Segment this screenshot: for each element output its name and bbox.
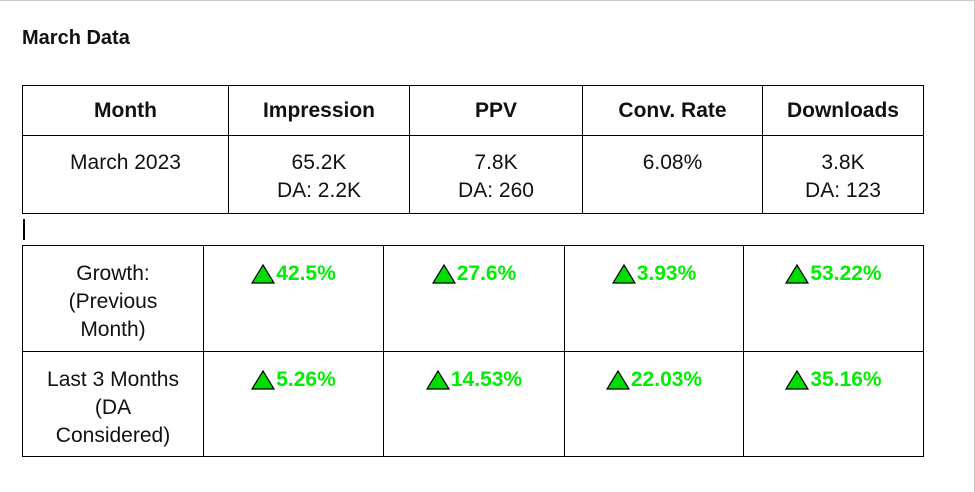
triangle-up-icon xyxy=(785,370,810,390)
growth-value: 35.16% xyxy=(810,368,882,391)
triangle-up-icon xyxy=(251,370,276,390)
cell-impression: 65.2K DA: 2.2K xyxy=(228,135,410,214)
last3-cell-ppv: 14.53% xyxy=(383,351,565,457)
triangle-up-icon xyxy=(425,370,450,390)
ppv-value: 7.8K xyxy=(474,151,518,174)
header-row: Month Impression PPV Conv. Rate Download… xyxy=(22,85,924,136)
header-conv-rate: Conv. Rate xyxy=(582,85,763,136)
label-line: Growth: xyxy=(76,262,150,285)
header-month: Month xyxy=(22,85,229,136)
label-line: Last 3 Months xyxy=(47,368,179,391)
growth-cell-impression: 42.5% xyxy=(203,245,384,352)
downloads-value: 3.8K xyxy=(821,151,865,174)
triangle-up-icon xyxy=(251,264,276,284)
triangle-up-icon xyxy=(605,370,630,390)
header-ppv: PPV xyxy=(409,85,583,136)
impression-da: DA: 2.2K xyxy=(276,179,362,202)
growth-value: 42.5% xyxy=(276,262,336,285)
triangle-up-icon xyxy=(785,264,810,284)
table-row: Last 3 Months (DA Considered) 5.26% 14.5… xyxy=(22,351,924,457)
downloads-da: DA: 123 xyxy=(805,179,881,202)
cell-downloads: 3.8K DA: 123 xyxy=(762,135,924,214)
label-line: (DA xyxy=(94,396,132,419)
label-line: Considered) xyxy=(55,424,171,447)
growth-table: Growth: (Previous Month) 42.5% 27.6% xyxy=(22,245,924,457)
march-data-table: Month Impression PPV Conv. Rate Download… xyxy=(22,85,924,214)
growth-cell-downloads: 53.22% xyxy=(743,245,924,352)
conv-rate-value: 6.08% xyxy=(642,151,703,174)
growth-value: 5.26% xyxy=(276,368,336,391)
table-row: Growth: (Previous Month) 42.5% 27.6% xyxy=(22,245,924,352)
label-line: (Previous xyxy=(68,290,158,313)
growth-value: 14.53% xyxy=(450,368,523,391)
impression-value: 65.2K xyxy=(291,151,347,174)
header-downloads: Downloads xyxy=(762,85,924,136)
growth-cell-ppv: 27.6% xyxy=(383,245,565,352)
triangle-up-icon xyxy=(611,264,636,284)
last3-label-cell: Last 3 Months (DA Considered) xyxy=(22,351,204,457)
text-cursor[interactable] xyxy=(23,219,25,240)
table-row: March 2023 65.2K DA: 2.2K 7.8K DA: 260 6… xyxy=(22,135,924,214)
header-impression: Impression xyxy=(228,85,410,136)
cell-conv-rate: 6.08% xyxy=(582,135,763,214)
growth-value: 27.6% xyxy=(456,262,517,285)
triangle-up-icon xyxy=(431,264,456,284)
growth-label-cell: Growth: (Previous Month) xyxy=(22,245,204,352)
cell-ppv: 7.8K DA: 260 xyxy=(409,135,583,214)
growth-value: 53.22% xyxy=(810,262,882,285)
growth-cell-conv-rate: 3.93% xyxy=(564,245,744,352)
month-value: March 2023 xyxy=(70,151,181,174)
last3-cell-downloads: 35.16% xyxy=(743,351,924,457)
last3-cell-impression: 5.26% xyxy=(203,351,384,457)
last3-cell-conv-rate: 22.03% xyxy=(564,351,744,457)
growth-value: 22.03% xyxy=(630,368,703,391)
page-title: March Data xyxy=(22,27,130,49)
ppv-da: DA: 260 xyxy=(458,179,534,202)
growth-value: 3.93% xyxy=(636,262,697,285)
label-line: Month) xyxy=(80,318,146,341)
cell-month: March 2023 xyxy=(22,135,229,214)
